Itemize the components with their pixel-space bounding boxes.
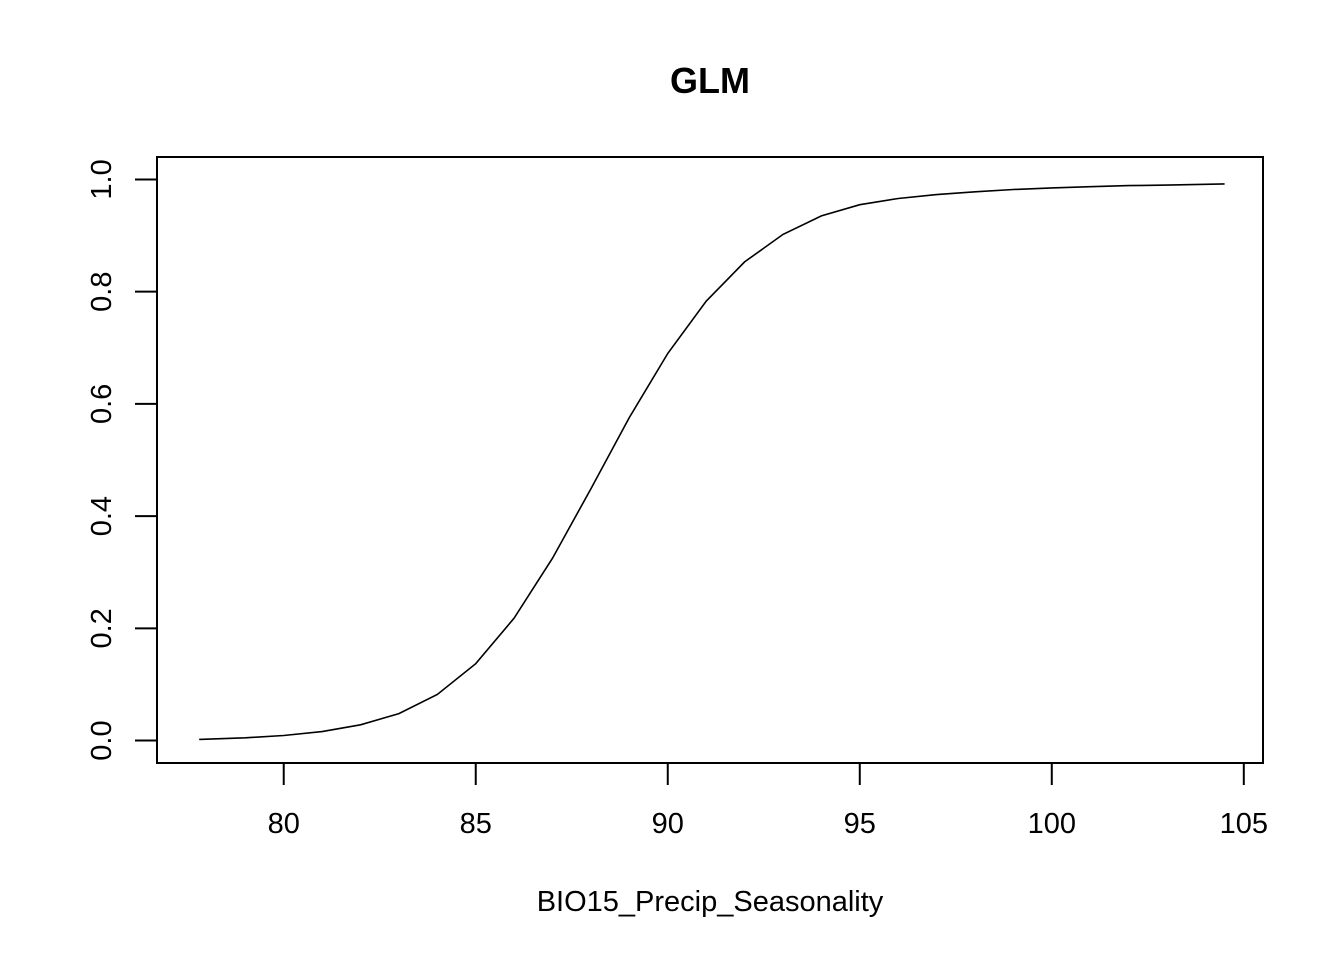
x-tick-label: 95 bbox=[844, 808, 876, 840]
y-tick-label: 0.6 bbox=[86, 384, 118, 424]
x-tick-label: 85 bbox=[460, 808, 492, 840]
x-axis: 80 85 90 95 100 105 bbox=[268, 762, 1268, 840]
x-tick-label: 80 bbox=[268, 808, 300, 840]
plot-frame bbox=[156, 156, 1264, 764]
x-tick-label: 100 bbox=[1028, 808, 1076, 840]
x-tick-label: 90 bbox=[652, 808, 684, 840]
series-line bbox=[199, 183, 1225, 741]
y-axis: 0.0 0.2 0.4 0.6 0.8 1.0 bbox=[86, 159, 158, 761]
x-axis-label: BIO15_Precip_Seasonality bbox=[537, 886, 884, 918]
y-tick-label: 0.0 bbox=[86, 720, 118, 760]
series-layer bbox=[199, 183, 1225, 741]
x-tick-label: 105 bbox=[1220, 808, 1268, 840]
y-tick-label: 0.4 bbox=[86, 496, 118, 536]
chart-title: GLM bbox=[670, 60, 750, 101]
y-tick-label: 0.8 bbox=[86, 272, 118, 312]
y-tick-label: 1.0 bbox=[86, 159, 118, 199]
y-tick-label: 0.2 bbox=[86, 608, 118, 648]
